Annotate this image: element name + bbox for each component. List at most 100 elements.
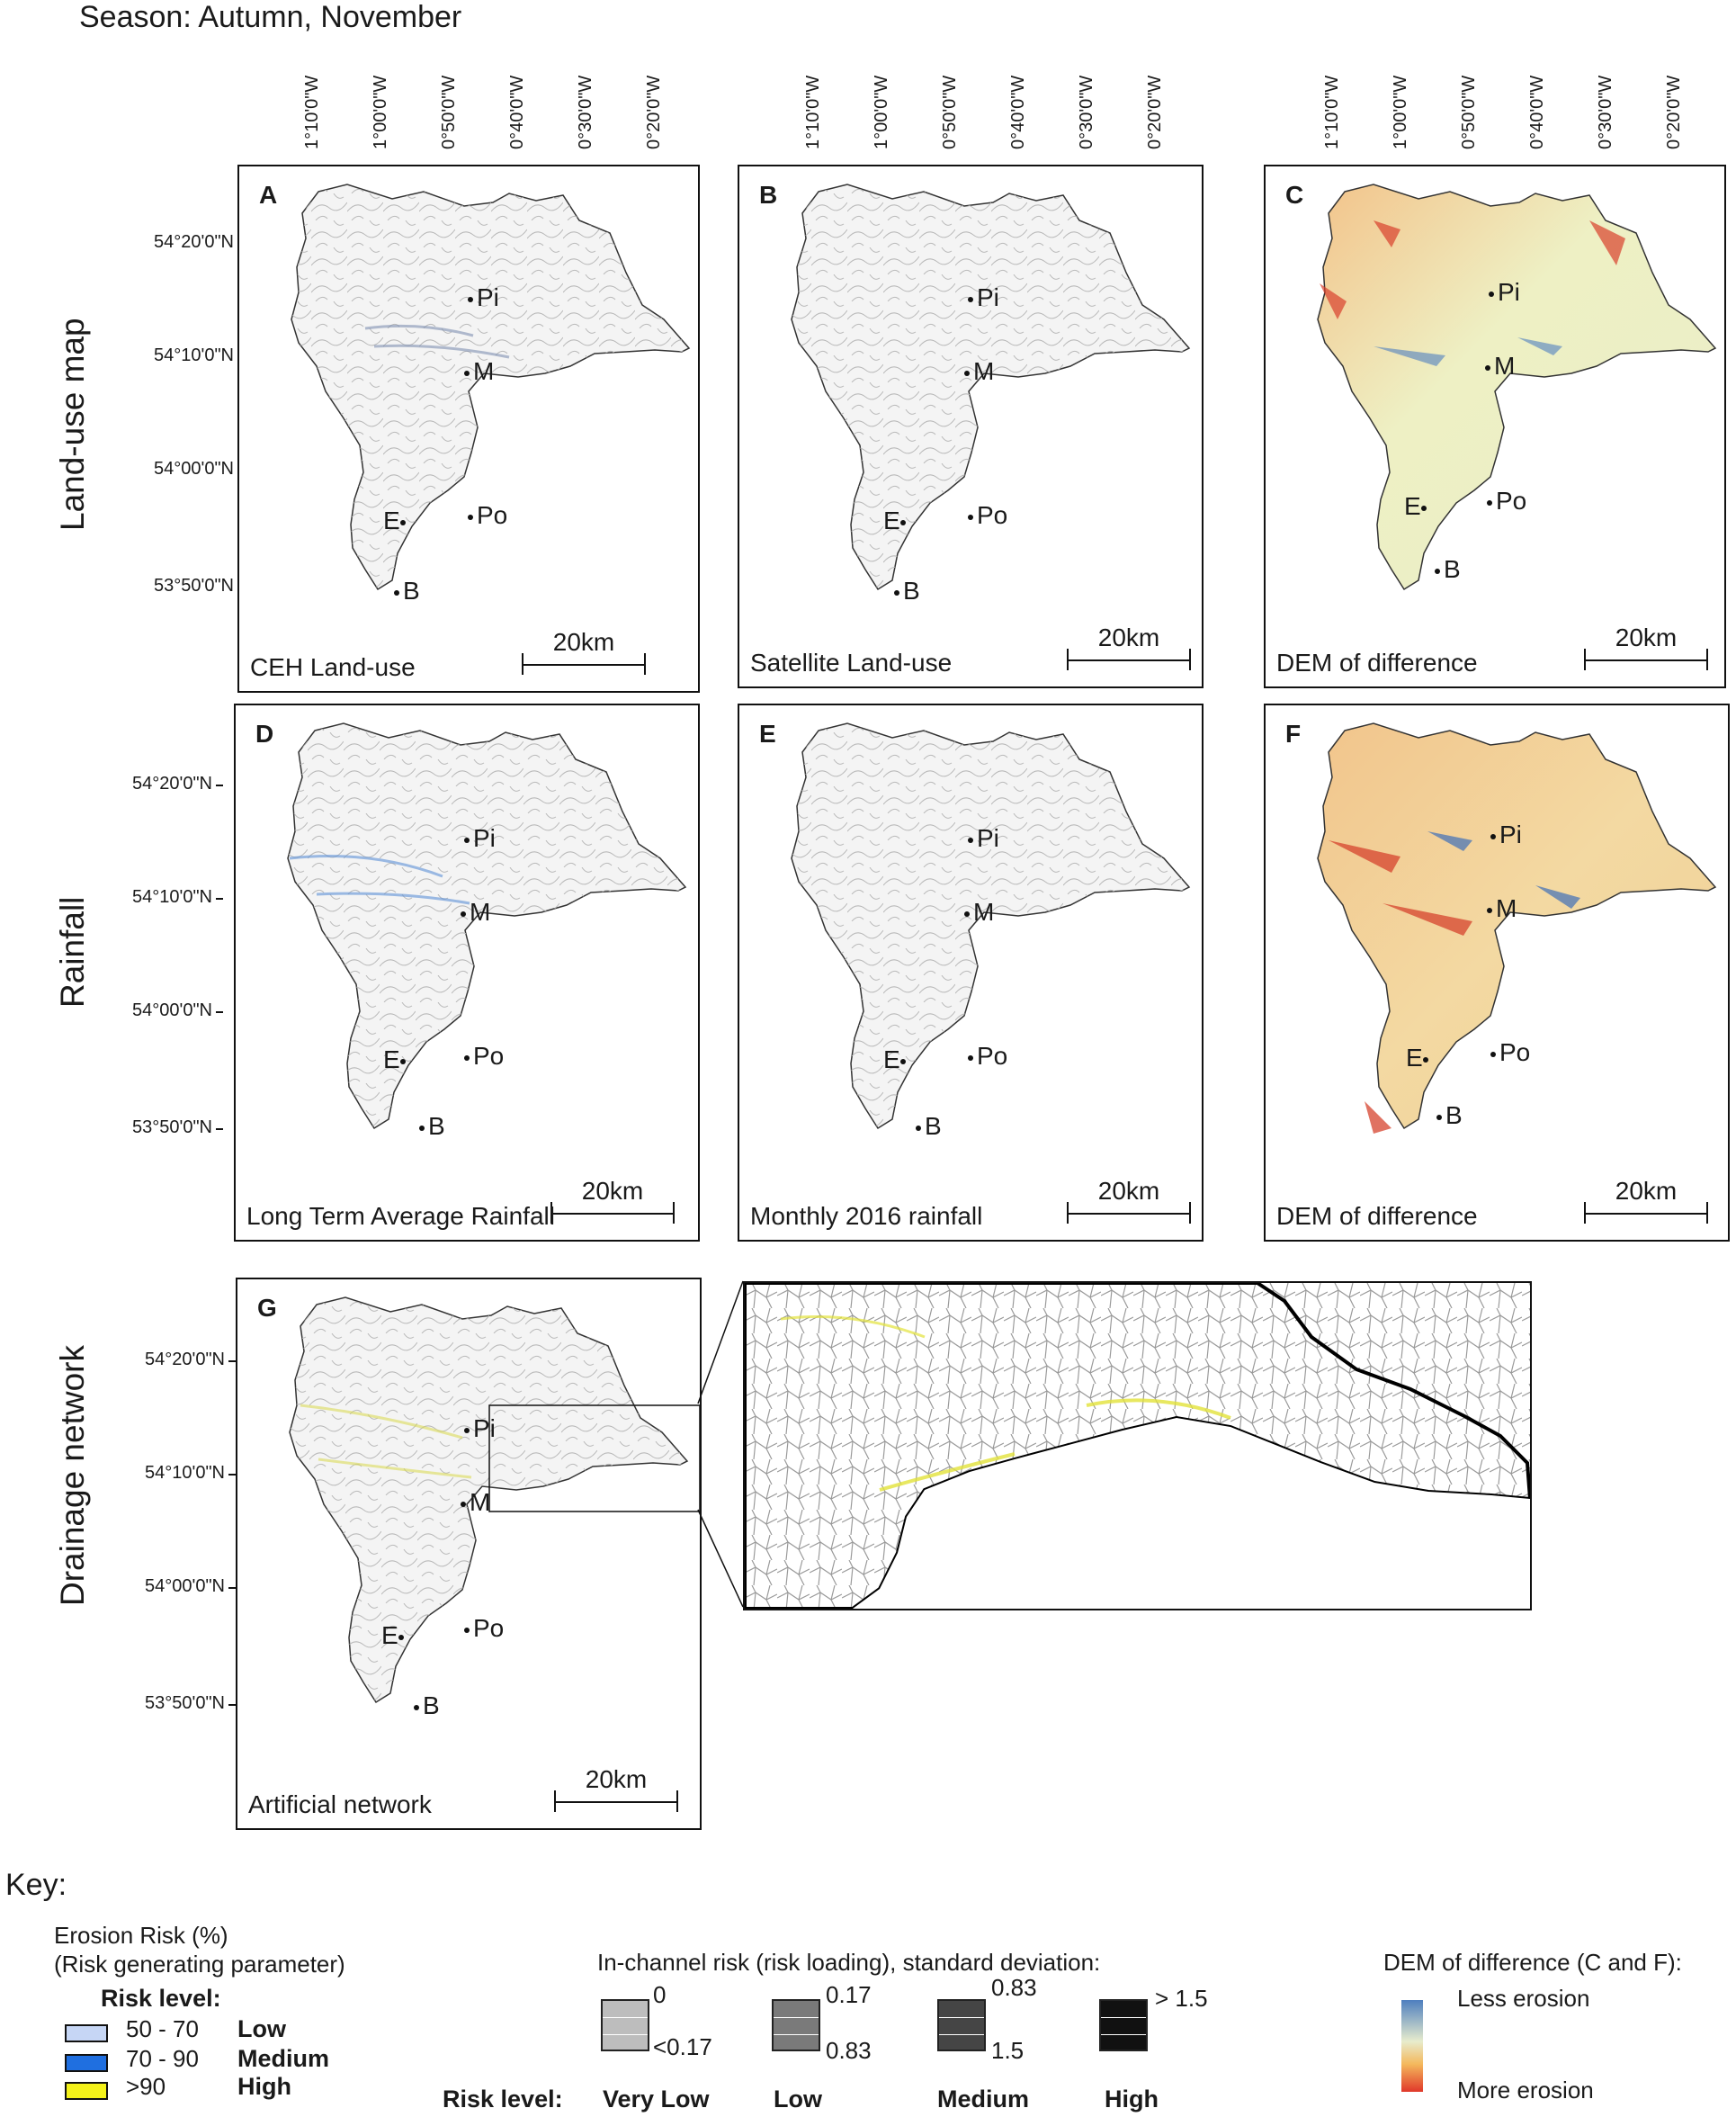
town-m: M xyxy=(461,898,490,927)
scale-bar: 20km xyxy=(1584,623,1708,670)
dem-more-erosion: More erosion xyxy=(1457,2077,1594,2104)
lat-label: 54°20'0"N xyxy=(86,774,223,794)
channel-level: High xyxy=(1105,2086,1159,2113)
panel-caption: Long Term Average Rainfall xyxy=(246,1202,555,1230)
panel-letter: C xyxy=(1285,181,1304,209)
channel-lower: 1.5 xyxy=(991,2037,1025,2064)
panel-letter: B xyxy=(759,181,778,209)
town-b: B xyxy=(394,577,420,605)
channel-swatch-very-low xyxy=(601,1999,649,2052)
legend-level: Low xyxy=(237,2015,286,2042)
panel-caption: CEH Land-use xyxy=(250,653,416,681)
town-m: M xyxy=(1485,352,1515,381)
legend-range: 70 - 90 xyxy=(126,2045,199,2072)
inset-zoom-map xyxy=(743,1281,1532,1610)
town-po: Po xyxy=(968,501,1007,530)
panel-letter: E xyxy=(759,720,776,748)
season-title: Season: Autumn, November xyxy=(79,0,462,34)
channel-level: Very Low xyxy=(603,2086,710,2113)
channel-level: Medium xyxy=(937,2086,1030,2113)
legend-swatch-high xyxy=(65,2082,108,2100)
panel-caption: DEM of difference xyxy=(1276,1202,1478,1230)
channel-upper: > 1.5 xyxy=(1155,1985,1208,2012)
scale-bar: 20km xyxy=(1067,623,1191,670)
town-pi: Pi xyxy=(968,824,999,853)
town-po: Po xyxy=(1490,1038,1530,1067)
channel-upper: 0.83 xyxy=(991,1974,1037,2001)
panel-e-map: E Pi M Po E B 20km Monthly 2016 rainfall xyxy=(738,704,1204,1242)
channel-lower: 0.83 xyxy=(826,2037,872,2064)
channel-risk-title: In-channel risk (risk loading), standard… xyxy=(597,1949,1101,1976)
key-title: Key: xyxy=(5,1868,67,1902)
dem-difference-map xyxy=(1317,722,1716,1134)
lat-label: 54°10'0"N xyxy=(86,887,223,908)
erosion-subtitle: (Risk generating parameter) xyxy=(54,1951,345,1978)
lat-label: 54°20'0"N xyxy=(99,1350,236,1370)
lat-label: 53°50'0"N xyxy=(99,1693,236,1714)
lat-label: 54°00'0"N xyxy=(99,1576,236,1597)
channel-swatch-medium xyxy=(937,1999,986,2052)
town-b: B xyxy=(1435,555,1461,584)
lat-label: 54°00'0"N xyxy=(86,1000,223,1021)
legend-level: High xyxy=(237,2073,291,2100)
catchment-map xyxy=(287,722,686,1129)
town-pi: Pi xyxy=(464,824,496,853)
town-m: M xyxy=(964,357,994,386)
erosion-risk-level-label: Risk level: xyxy=(101,1985,221,2012)
catchment-map xyxy=(291,184,690,590)
town-pi: Pi xyxy=(1489,278,1520,307)
panel-caption: Artificial network xyxy=(248,1790,432,1818)
panel-letter: A xyxy=(259,181,278,209)
town-po: Po xyxy=(1487,487,1526,516)
town-pi: Pi xyxy=(468,283,499,312)
lat-label: 53°50'0"N xyxy=(86,1117,223,1138)
channel-upper: 0.17 xyxy=(826,1981,872,2008)
town-m: M xyxy=(461,1488,490,1517)
town-po: Po xyxy=(464,1042,504,1071)
scale-bar: 20km xyxy=(522,628,646,675)
panel-caption: Monthly 2016 rainfall xyxy=(750,1202,983,1230)
legend-level: Medium xyxy=(237,2045,330,2072)
town-b: B xyxy=(894,577,920,605)
channel-swatch-high xyxy=(1099,1999,1148,2052)
panel-d-map: D Pi M Po E B 20km Long Term Average Rai… xyxy=(234,704,700,1242)
scale-bar: 20km xyxy=(1584,1177,1708,1224)
panel-b-map: B Pi M Po E B 20km Satellite Land-use xyxy=(738,165,1204,688)
panel-letter: F xyxy=(1285,720,1302,748)
legend-swatch-medium xyxy=(65,2054,108,2072)
channel-level: Low xyxy=(774,2086,822,2113)
legend-range: >90 xyxy=(126,2073,166,2100)
town-po: Po xyxy=(968,1042,1007,1071)
town-pi: Pi xyxy=(464,1414,496,1443)
town-m: M xyxy=(1487,894,1517,923)
panel-letter: D xyxy=(255,720,274,748)
inset-drainage-detail xyxy=(745,1283,1530,1609)
scale-bar: 20km xyxy=(554,1765,678,1812)
town-pi: Pi xyxy=(968,283,999,312)
lat-label: 54°10'0"N xyxy=(99,1463,236,1484)
channel-risk-level-label: Risk level: xyxy=(443,2086,563,2113)
town-e: E xyxy=(883,1045,909,1074)
dem-gradient-bar xyxy=(1401,2000,1423,2092)
town-b: B xyxy=(419,1112,445,1141)
town-po: Po xyxy=(468,501,507,530)
town-m: M xyxy=(964,898,994,927)
channel-swatch-low xyxy=(772,1999,820,2052)
channel-upper: 0 xyxy=(653,1981,667,2008)
scale-bar: 20km xyxy=(550,1177,675,1224)
panel-caption: Satellite Land-use xyxy=(750,649,953,677)
town-e: E xyxy=(381,1621,407,1650)
catchment-map xyxy=(289,1296,700,1703)
scale-bar: 20km xyxy=(1067,1177,1191,1224)
town-e: E xyxy=(1406,1044,1432,1072)
erosion-title: Erosion Risk (%) xyxy=(54,1922,228,1949)
panel-a-map: A Pi M Po E B 20km CEH Land-use xyxy=(237,165,700,693)
town-e: E xyxy=(383,1045,409,1074)
panel-letter: G xyxy=(257,1294,277,1322)
town-e: E xyxy=(883,507,909,535)
town-b: B xyxy=(414,1691,440,1720)
panel-f-map: F Pi M Po E B 20km DEM of difference xyxy=(1264,704,1730,1242)
town-b: B xyxy=(916,1112,942,1141)
town-e: E xyxy=(1404,492,1430,521)
